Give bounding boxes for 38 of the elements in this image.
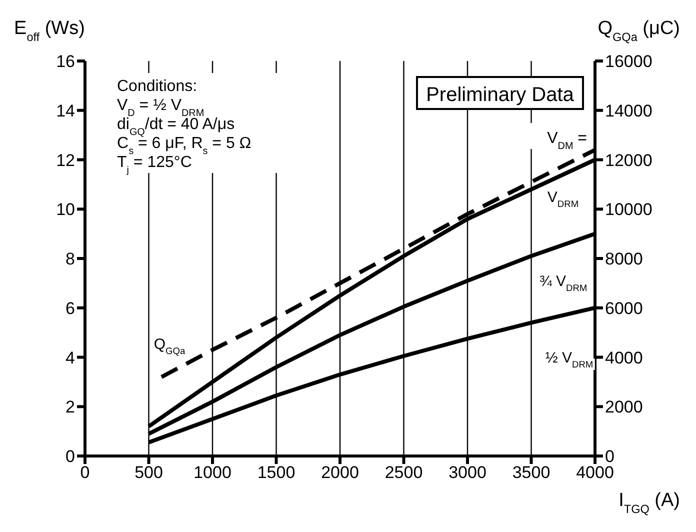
annotation: T$_{j}$ = 125°C: [117, 154, 192, 176]
annotation: di$_{GQ}$/dt = 40 A/μs: [117, 116, 235, 138]
y-tick-label: 8: [66, 250, 75, 269]
y-tick-label: 10: [56, 200, 75, 220]
x-tick-label: 0: [80, 463, 90, 482]
x-tick-label: 1000: [194, 463, 232, 482]
y2-tick-label: 4000: [605, 348, 643, 368]
y2-tick-label: 10000: [605, 200, 652, 220]
annotation: V$_{DM}$ =: [547, 130, 587, 152]
series-label: V$_{DRM}$: [547, 188, 579, 209]
series-label: ¾ V$_{DRM}$: [539, 273, 588, 294]
x-tick-label: 1500: [257, 463, 296, 482]
y-tick-label: 16: [56, 52, 75, 72]
series-label: Q$_{GQa}$: [154, 336, 186, 356]
y2-tick-label: 8000: [605, 250, 643, 269]
y2-tick-label: 16000: [605, 52, 652, 72]
x-tick-label: 3000: [448, 463, 486, 482]
y2-tick-label: 2000: [605, 398, 643, 417]
y2-tick-label: 6000: [605, 298, 643, 318]
y-tick-label: 6: [66, 298, 75, 318]
y-tick-label: 14: [56, 101, 75, 120]
series-label: ½ V$_{DRM}$: [545, 350, 594, 370]
y-axis-title: E$_{off}$ (Ws): [14, 18, 85, 44]
x-tick-label: 500: [134, 463, 163, 482]
y-tick-label: 2: [66, 398, 75, 417]
annotation: Conditions:: [117, 78, 198, 95]
annotation: V$_{D}$ = ½ V$_{DRM}$: [117, 97, 204, 118]
y2-axis-title: Q$_{GQa}$ (μC): [598, 18, 680, 44]
y2-tick-label: 12000: [605, 150, 652, 170]
y-tick-label: 4: [66, 348, 75, 368]
x-tick-label: 2000: [321, 463, 359, 482]
annotation: Preliminary Data: [426, 84, 575, 106]
x-tick-label: 3500: [512, 463, 550, 482]
y-tick-label: 12: [56, 150, 75, 170]
x-tick-label: 2500: [384, 463, 423, 482]
y2-tick-label: 14000: [605, 101, 652, 120]
x-axis-title: I$_{TGQ}$ (A): [618, 490, 680, 516]
y-tick-label: 0: [66, 447, 75, 466]
